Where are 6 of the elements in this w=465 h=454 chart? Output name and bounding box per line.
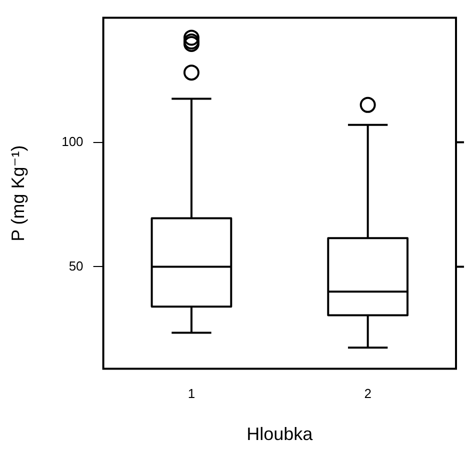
- x-axis-title: Hloubka: [246, 424, 314, 444]
- y-axis-title: P (mg Kg⁻¹): [8, 145, 28, 242]
- x-tick-label: 2: [364, 386, 372, 402]
- y-tick-label: 50: [68, 258, 84, 274]
- x-tick-label: 1: [188, 386, 196, 402]
- y-tick-label: 100: [62, 134, 84, 149]
